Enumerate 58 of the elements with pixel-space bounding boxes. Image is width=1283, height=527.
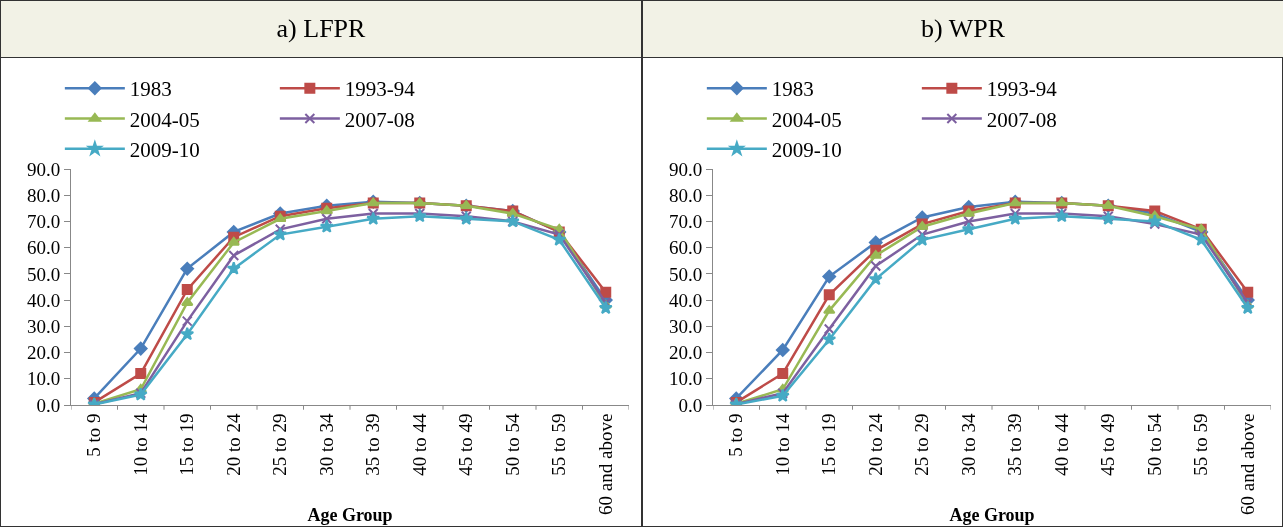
x-tick-label: 30 to 34 xyxy=(315,413,337,476)
x-tick-label: 60 and above xyxy=(1236,413,1258,515)
y-tick-label: 80.0 xyxy=(26,184,61,206)
x-tick-label: 50 to 54 xyxy=(1143,413,1165,476)
x-tick-label: 30 to 34 xyxy=(957,413,979,476)
y-tick-label: 10.0 xyxy=(26,368,61,390)
chart-title: b) WPR xyxy=(643,1,1283,58)
y-tick-label: 0.0 xyxy=(36,394,61,416)
y-tick-label: 40.0 xyxy=(26,289,61,311)
legend-label: 1993-94 xyxy=(986,77,1058,102)
y-tick-label: 70.0 xyxy=(668,211,703,233)
x-tick-label: 20 to 24 xyxy=(864,413,886,476)
x-tick-label: 45 to 49 xyxy=(455,413,477,476)
y-tick-label: 0.0 xyxy=(678,394,703,416)
x-tick-label: 50 to 54 xyxy=(501,413,523,476)
legend-label: 2007-08 xyxy=(986,107,1057,132)
x-tick-label: 35 to 39 xyxy=(1004,413,1026,476)
x-tick-label: 25 to 29 xyxy=(911,413,933,476)
legend-label: 1993-94 xyxy=(344,77,416,102)
x-tick-label: 45 to 49 xyxy=(1097,413,1119,476)
legend-label: 2007-08 xyxy=(344,107,415,132)
x-tick-label: 35 to 39 xyxy=(362,413,384,476)
y-tick-label: 10.0 xyxy=(668,368,703,390)
legend-label: 2009-10 xyxy=(771,137,842,162)
legend-label: 2004-05 xyxy=(129,107,200,132)
x-tick-label: 10 to 14 xyxy=(129,413,151,476)
chart-title: a) LFPR xyxy=(1,1,641,58)
x-tick-label: 40 to 44 xyxy=(408,413,430,476)
x-tick-label: 25 to 29 xyxy=(269,413,291,476)
y-tick-label: 30.0 xyxy=(26,315,61,337)
x-tick-label: 40 to 44 xyxy=(1050,413,1072,476)
y-tick-label: 90.0 xyxy=(26,158,61,180)
x-tick-label: 20 to 24 xyxy=(222,413,244,476)
x-axis-title: Age Group xyxy=(307,505,393,525)
x-tick-label: 15 to 19 xyxy=(818,413,840,476)
x-tick-label: 55 to 59 xyxy=(1190,413,1212,476)
y-tick-label: 20.0 xyxy=(26,342,61,364)
y-tick-label: 30.0 xyxy=(668,315,703,337)
y-tick-label: 90.0 xyxy=(668,158,703,180)
y-tick-label: 40.0 xyxy=(668,289,703,311)
x-axis-title: Age Group xyxy=(949,505,1035,525)
legend-label: 1983 xyxy=(129,77,172,102)
y-tick-label: 70.0 xyxy=(26,211,61,233)
y-tick-label: 80.0 xyxy=(668,184,703,206)
x-tick-label: 15 to 19 xyxy=(176,413,198,476)
y-tick-label: 60.0 xyxy=(668,237,703,259)
x-tick-label: 10 to 14 xyxy=(771,413,793,476)
legend-label: 2009-10 xyxy=(129,137,200,162)
x-tick-label: 5 to 9 xyxy=(725,413,747,457)
legend-label: 1983 xyxy=(771,77,814,102)
y-tick-label: 60.0 xyxy=(26,237,61,259)
y-tick-label: 20.0 xyxy=(668,342,703,364)
legend-label: 2004-05 xyxy=(771,107,842,132)
x-tick-label: 5 to 9 xyxy=(83,413,105,457)
y-tick-label: 50.0 xyxy=(26,263,61,285)
y-tick-label: 50.0 xyxy=(668,263,703,285)
x-tick-label: 60 and above xyxy=(594,413,616,515)
x-tick-label: 55 to 59 xyxy=(548,413,570,476)
